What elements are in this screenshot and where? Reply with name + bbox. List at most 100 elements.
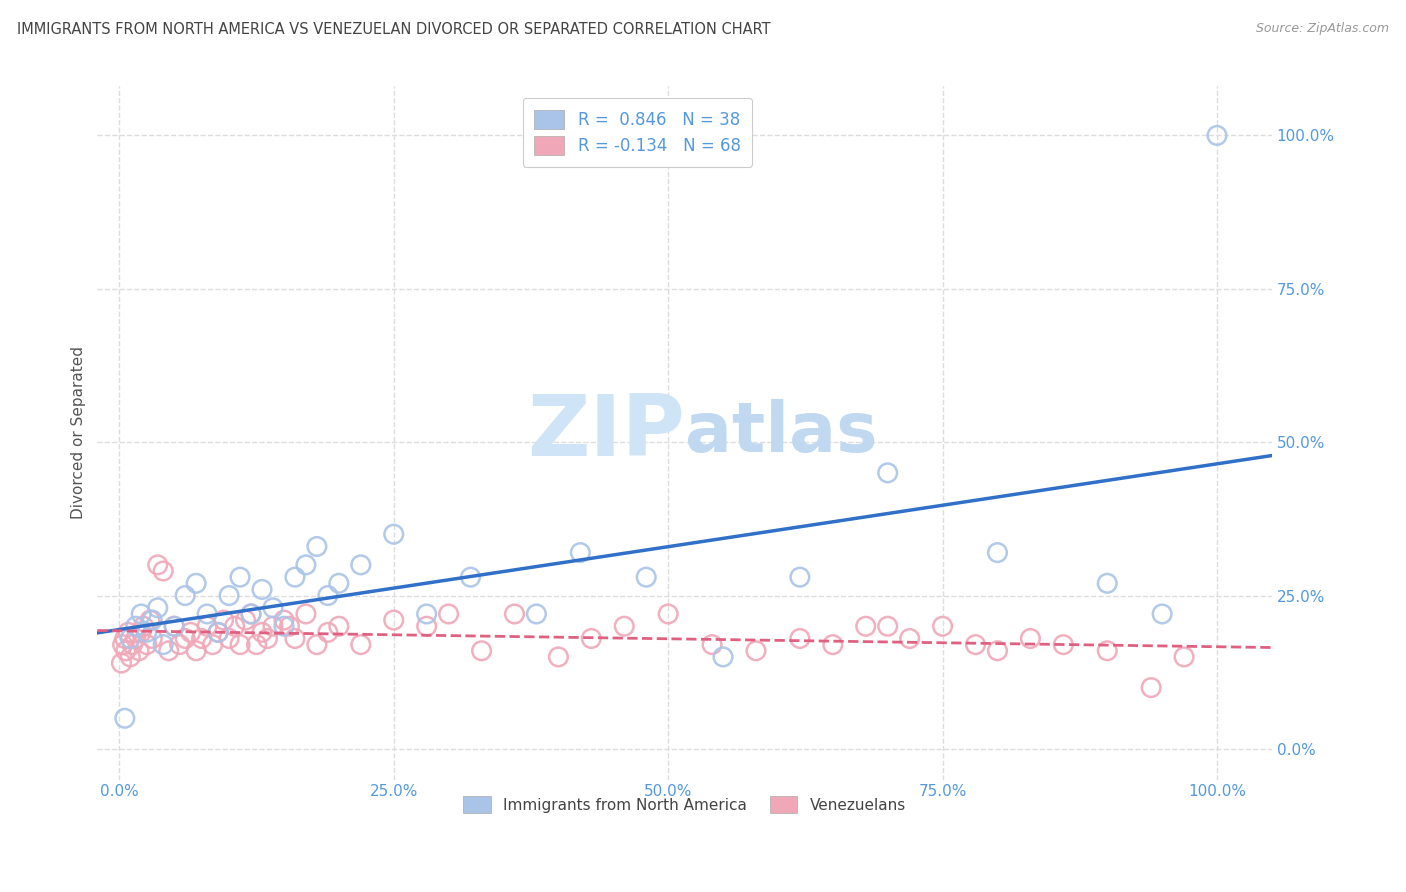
Point xyxy=(898,632,921,646)
Point xyxy=(1097,644,1119,658)
Point xyxy=(195,619,218,633)
Point xyxy=(1052,638,1074,652)
Point xyxy=(163,619,186,633)
Point xyxy=(1206,128,1229,143)
Point xyxy=(316,589,339,603)
Point xyxy=(135,638,157,652)
Point xyxy=(152,564,174,578)
Point xyxy=(262,600,284,615)
Point xyxy=(657,607,679,621)
Point xyxy=(636,570,658,584)
Point xyxy=(250,625,273,640)
Point xyxy=(295,607,318,621)
Point xyxy=(174,632,197,646)
Point xyxy=(152,638,174,652)
Point xyxy=(207,625,229,640)
Point xyxy=(120,632,142,646)
Point xyxy=(117,625,139,640)
Point xyxy=(235,613,257,627)
Point xyxy=(174,589,197,603)
Point xyxy=(128,644,150,658)
Point xyxy=(789,632,811,646)
Point xyxy=(569,546,592,560)
Point xyxy=(278,619,301,633)
Point xyxy=(986,546,1008,560)
Point xyxy=(121,638,143,652)
Point xyxy=(316,625,339,640)
Point xyxy=(110,656,132,670)
Point xyxy=(328,619,350,633)
Text: atlas: atlas xyxy=(685,400,877,467)
Point xyxy=(613,619,636,633)
Point xyxy=(229,570,252,584)
Point xyxy=(526,607,548,621)
Text: ZIP: ZIP xyxy=(527,392,685,475)
Point xyxy=(1019,632,1042,646)
Point xyxy=(250,582,273,597)
Point xyxy=(295,558,318,572)
Point xyxy=(350,558,373,572)
Point xyxy=(240,607,263,621)
Point xyxy=(1152,607,1174,621)
Point xyxy=(256,632,278,646)
Point xyxy=(382,527,405,541)
Point xyxy=(503,607,526,621)
Point xyxy=(120,649,142,664)
Point xyxy=(328,576,350,591)
Point xyxy=(273,613,295,627)
Point xyxy=(212,613,235,627)
Point xyxy=(581,632,603,646)
Point xyxy=(195,607,218,621)
Point xyxy=(415,619,437,633)
Point xyxy=(186,576,208,591)
Point xyxy=(745,644,768,658)
Point xyxy=(305,638,328,652)
Text: Source: ZipAtlas.com: Source: ZipAtlas.com xyxy=(1256,22,1389,36)
Point xyxy=(224,619,246,633)
Point xyxy=(284,570,307,584)
Point xyxy=(437,607,460,621)
Point xyxy=(141,613,163,627)
Point xyxy=(111,638,134,652)
Point xyxy=(415,607,437,621)
Point xyxy=(141,632,163,646)
Point xyxy=(129,607,152,621)
Point xyxy=(163,619,186,633)
Point xyxy=(218,589,240,603)
Text: IMMIGRANTS FROM NORTH AMERICA VS VENEZUELAN DIVORCED OR SEPARATED CORRELATION CH: IMMIGRANTS FROM NORTH AMERICA VS VENEZUE… xyxy=(17,22,770,37)
Point xyxy=(207,625,229,640)
Point xyxy=(350,638,373,652)
Point xyxy=(229,638,252,652)
Point xyxy=(470,644,492,658)
Point xyxy=(139,613,162,627)
Point xyxy=(245,638,267,652)
Point xyxy=(547,649,569,664)
Point xyxy=(146,558,169,572)
Point xyxy=(1173,649,1195,664)
Point xyxy=(986,644,1008,658)
Point xyxy=(262,619,284,633)
Point xyxy=(129,625,152,640)
Point xyxy=(180,625,202,640)
Point xyxy=(284,632,307,646)
Point xyxy=(460,570,482,584)
Point xyxy=(876,466,898,480)
Point xyxy=(1097,576,1119,591)
Point xyxy=(1140,681,1163,695)
Point xyxy=(855,619,877,633)
Point xyxy=(201,638,224,652)
Point xyxy=(789,570,811,584)
Point xyxy=(218,632,240,646)
Point xyxy=(114,711,136,725)
Point xyxy=(115,644,138,658)
Point xyxy=(711,649,734,664)
Point xyxy=(273,619,295,633)
Y-axis label: Divorced or Separated: Divorced or Separated xyxy=(72,346,86,519)
Point xyxy=(186,644,208,658)
Point xyxy=(132,619,155,633)
Point xyxy=(169,638,191,652)
Point xyxy=(125,619,148,633)
Point xyxy=(876,619,898,633)
Point xyxy=(125,632,148,646)
Point xyxy=(821,638,844,652)
